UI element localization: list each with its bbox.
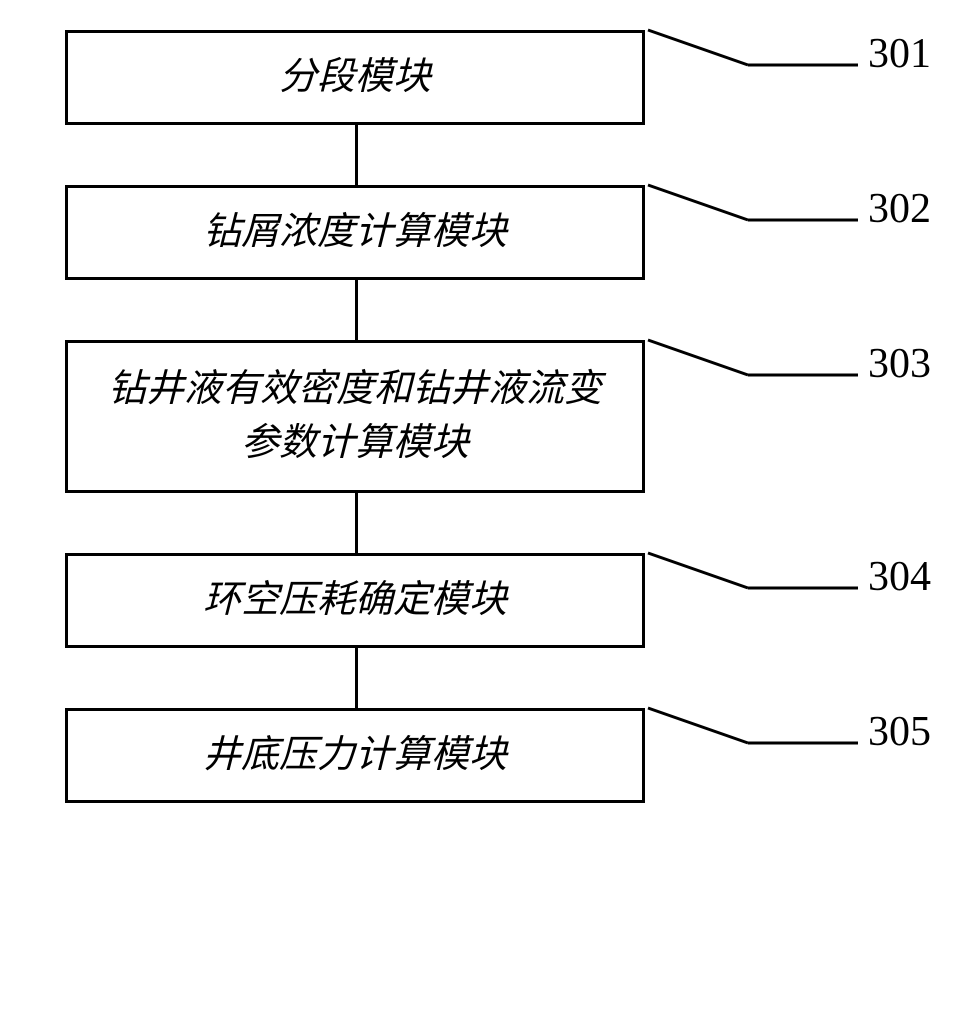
box-label-5: 305 — [868, 703, 931, 762]
leader-line-3 — [648, 340, 858, 380]
box-text: 钻井液有效密度和钻井液流变参数计算模块 — [98, 363, 612, 469]
box-text: 井底压力计算模块 — [203, 729, 507, 782]
flowchart-box-2: 钻屑浓度计算模块 302 — [65, 185, 645, 280]
box-label-2: 302 — [868, 180, 931, 239]
connector-2 — [355, 280, 358, 340]
leader-line-5 — [648, 708, 858, 748]
flowchart-box-5: 井底压力计算模块 305 — [65, 708, 645, 803]
connector-3 — [355, 493, 358, 553]
connector-4 — [355, 648, 358, 708]
box-text: 分段模块 — [279, 51, 431, 104]
box-label-4: 304 — [868, 548, 931, 607]
box-label-1: 301 — [868, 25, 931, 84]
flowchart-box-4: 环空压耗确定模块 304 — [65, 553, 645, 648]
leader-line-4 — [648, 553, 858, 593]
flowchart-box-3: 钻井液有效密度和钻井液流变参数计算模块 303 — [65, 340, 645, 492]
leader-line-1 — [648, 30, 858, 70]
box-text: 环空压耗确定模块 — [203, 574, 507, 627]
flowchart-container: 分段模块 301 钻屑浓度计算模块 302 钻井液有效密度和钻井液流变参数计算模… — [55, 30, 925, 803]
box-label-3: 303 — [868, 335, 931, 394]
flowchart-box-1: 分段模块 301 — [65, 30, 645, 125]
connector-1 — [355, 125, 358, 185]
leader-line-2 — [648, 185, 858, 225]
box-text: 钻屑浓度计算模块 — [203, 206, 507, 259]
